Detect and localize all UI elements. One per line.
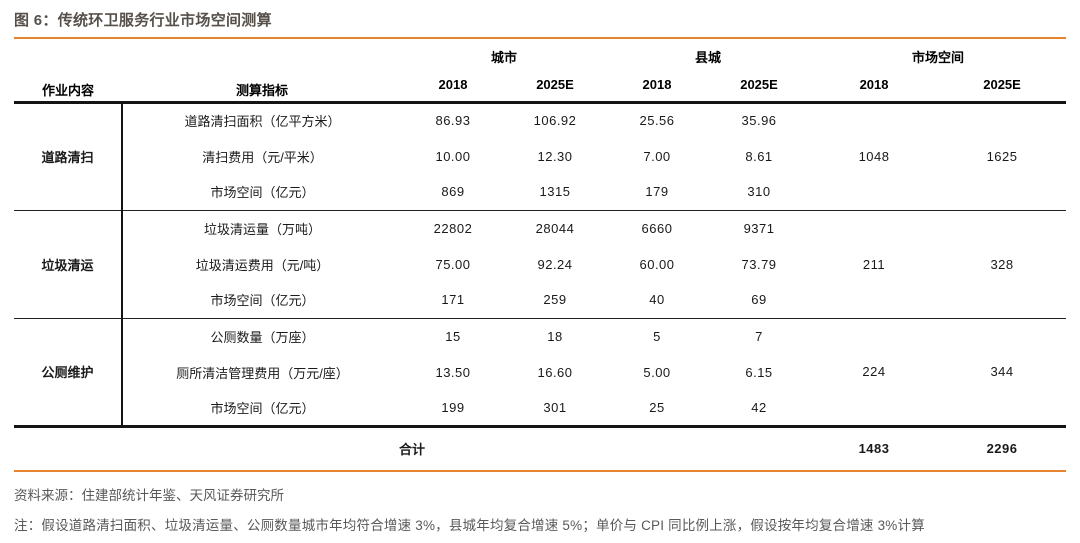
- table-row: 市场空间（亿元） 869 1315 179 310: [14, 174, 1066, 210]
- table-row: 垃圾清运费用（元/吨） 75.00 92.24 60.00 73.79: [14, 246, 1066, 282]
- value-cell: 1315: [539, 184, 571, 200]
- market-value-cell: 224: [810, 317, 939, 426]
- section-label-road-cleaning: 道路清扫: [14, 102, 123, 210]
- indicator-cell: 垃圾清运费用（元/吨）: [195, 257, 330, 273]
- indicator-cell: 厕所清洁管理费用（万元/座）: [176, 365, 349, 381]
- group-header-market-space: 市场空间: [912, 50, 965, 65]
- value-cell: 35.96: [741, 113, 777, 129]
- value-cell: 7.00: [643, 148, 671, 164]
- indicator-cell: 市场空间（亿元）: [210, 400, 315, 416]
- year-header: 2018: [810, 68, 939, 104]
- indicator-cell: 垃圾清运量（万吨）: [122, 209, 402, 246]
- value-cell: 13.50: [435, 364, 471, 380]
- value-cell: 7: [708, 317, 811, 354]
- value-cell: 106.92: [533, 113, 577, 129]
- value-cell: 199: [441, 399, 465, 415]
- year-header: 2025E: [708, 68, 811, 104]
- note-text: 注：假设道路清扫面积、垃圾清运量、公厕数量城市年均符合增速 3%，县城年均复合增…: [14, 518, 925, 533]
- value-cell: 9371: [708, 209, 811, 246]
- table-row: 道路清扫 道路清扫面积（亿平方米） 86.93 106.92 25.56 35.…: [14, 102, 1066, 210]
- year-header: 2025E: [938, 68, 1067, 104]
- group-header-row: 作业内容 测算指标 城市 县城 市场空间: [14, 40, 1066, 104]
- value-cell: 69: [751, 292, 767, 308]
- value-cell: 60.00: [639, 256, 675, 272]
- value-cell: 73.79: [741, 256, 777, 272]
- title-divider: [14, 37, 1066, 39]
- value-cell: 25: [649, 399, 665, 415]
- total-market-value: 2296: [938, 424, 1067, 470]
- value-cell: 171: [441, 292, 465, 308]
- value-cell: 310: [747, 184, 771, 200]
- value-cell: 75.00: [435, 256, 471, 272]
- value-cell: 10.00: [435, 148, 471, 164]
- indicator-cell: 道路清扫面积（亿平方米）: [184, 114, 341, 130]
- total-label: 合计: [14, 424, 811, 470]
- value-cell: 259: [543, 292, 567, 308]
- year-header: 2025E: [504, 68, 607, 104]
- value-cell: 5: [606, 317, 709, 354]
- value-cell: 40: [649, 292, 665, 308]
- market-value-cell: 211: [810, 209, 939, 318]
- value-cell: 6.15: [745, 364, 773, 380]
- indicator-cell: 市场空间（亿元）: [210, 293, 315, 309]
- value-cell: 28044: [504, 209, 607, 246]
- table-row: 公厕维护 公厕数量（万座） 15 18 5 7 224 344: [14, 317, 1067, 426]
- market-value-cell: 328: [938, 209, 1067, 318]
- year-header: 2018: [402, 68, 504, 104]
- value-cell: 86.93: [435, 113, 471, 129]
- market-value-cell: 1048: [858, 149, 890, 164]
- group-header-city: 城市: [491, 50, 518, 65]
- market-value-cell: 1625: [986, 149, 1018, 164]
- total-market-value: 1483: [810, 424, 939, 470]
- value-cell: 301: [543, 399, 567, 415]
- indicator-cell: 市场空间（亿元）: [210, 185, 315, 201]
- value-cell: 22802: [402, 209, 504, 246]
- section-label-garbage-removal: 垃圾清运: [14, 209, 123, 318]
- table-header: 作业内容 测算指标 城市 县城 市场空间 2018 2025E 2018 202…: [14, 40, 1067, 104]
- market-space-table: 作业内容 测算指标 城市 县城 市场空间 2018 2025E 2018 202…: [14, 40, 1067, 470]
- table-row: 市场空间（亿元） 199 301 25 42: [14, 390, 1066, 426]
- value-cell: 42: [751, 399, 767, 415]
- value-cell: 16.60: [537, 364, 573, 380]
- table-row: 厕所清洁管理费用（万元/座） 13.50 16.60 5.00 6.15: [14, 354, 1066, 390]
- value-cell: 25.56: [639, 113, 675, 129]
- table-row: 清扫费用（元/平米） 10.00 12.30 7.00 8.61: [14, 138, 1066, 174]
- value-cell: 18: [504, 317, 607, 354]
- value-cell: 179: [645, 184, 669, 200]
- table-row: 垃圾清运 垃圾清运量（万吨） 22802 28044 6660 9371 211…: [14, 209, 1067, 318]
- value-cell: 869: [441, 184, 465, 200]
- group-header-county: 县城: [695, 50, 722, 65]
- value-cell: 8.61: [745, 148, 773, 164]
- header-work-content: 作业内容: [14, 40, 122, 104]
- value-cell: 12.30: [537, 148, 573, 164]
- value-cell: 92.24: [537, 256, 573, 272]
- value-cell: 6660: [606, 209, 709, 246]
- value-cell: 5.00: [643, 364, 671, 380]
- page-title: 图 6：传统环卫服务行业市场空间测算: [14, 12, 272, 29]
- indicator-cell: 清扫费用（元/平米）: [202, 149, 323, 165]
- market-value-cell: 344: [938, 317, 1067, 426]
- year-header: 2018: [606, 68, 709, 104]
- total-row: 合计 1483 2296: [14, 424, 1067, 470]
- section-label-toilet-maintenance: 公厕维护: [14, 317, 123, 426]
- source-text: 资料来源：住建部统计年鉴、天风证券研究所: [14, 488, 284, 503]
- value-cell: 15: [402, 317, 504, 354]
- indicator-cell: 公厕数量（万座）: [122, 317, 402, 354]
- table-bottom-divider: [14, 470, 1066, 472]
- header-indicator: 测算指标: [122, 40, 402, 104]
- table-row: 市场空间（亿元） 171 259 40 69: [14, 282, 1066, 318]
- year-header-row: 2018 2025E 2018 2025E 2018 2025E: [14, 68, 1067, 104]
